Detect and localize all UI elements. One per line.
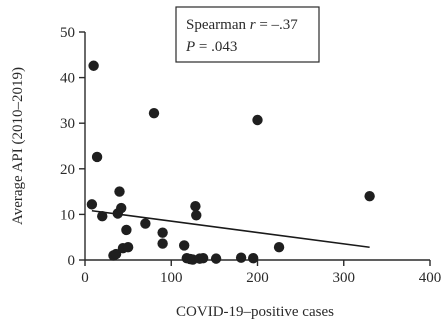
x-tick-label: 200 xyxy=(246,270,269,286)
data-point xyxy=(178,240,190,251)
spearman-r: r xyxy=(250,17,256,33)
y-axis: 0 10 20 30 40 50 xyxy=(60,25,86,269)
data-point xyxy=(252,114,263,126)
x-axis-title: COVID-19–positive cases xyxy=(176,304,334,320)
data-point xyxy=(122,242,134,253)
x-tick-label: 300 xyxy=(333,270,356,286)
data-point xyxy=(140,218,151,229)
data-points xyxy=(86,60,375,265)
regression-line xyxy=(91,209,370,249)
fit-line-group xyxy=(91,209,370,249)
y-tick-label: 10 xyxy=(60,207,75,223)
x-tick-label: 0 xyxy=(81,270,89,286)
x-axis: 0 100 200 300 400 xyxy=(81,259,441,286)
spearman-text: Spearman r = –.37 xyxy=(186,17,298,33)
x-ticks: 0 100 200 300 400 xyxy=(81,260,441,286)
p-value-text: P = .043 xyxy=(185,39,237,55)
x-tick-label: 400 xyxy=(419,270,442,286)
data-point xyxy=(235,252,247,263)
data-point xyxy=(190,200,201,212)
data-point xyxy=(364,190,375,202)
data-point xyxy=(191,210,202,221)
data-point xyxy=(86,199,98,210)
p-value: = .043 xyxy=(195,39,237,55)
y-tick-label: 40 xyxy=(60,71,75,87)
data-point xyxy=(148,107,160,119)
y-tick-label: 30 xyxy=(60,116,75,132)
data-point xyxy=(110,248,122,260)
y-axis-title: Average API (2010–2019) xyxy=(10,67,26,225)
data-point xyxy=(197,252,209,264)
data-point xyxy=(247,252,259,264)
data-point xyxy=(97,211,108,222)
p-label: P xyxy=(185,39,195,55)
y-ticks: 0 10 20 30 40 50 xyxy=(60,25,85,269)
stats-box xyxy=(175,6,320,63)
data-point xyxy=(157,238,168,249)
y-tick-label: 0 xyxy=(68,253,76,269)
data-point xyxy=(88,60,99,71)
spearman-prefix: Spearman xyxy=(186,17,250,33)
spearman-value: = –.37 xyxy=(256,17,299,33)
y-tick-label: 20 xyxy=(60,162,75,178)
y-tick-label: 50 xyxy=(60,25,75,41)
data-point xyxy=(273,242,285,253)
data-point xyxy=(210,253,222,264)
data-point xyxy=(121,224,132,236)
x-tick-label: 100 xyxy=(160,270,183,286)
data-point xyxy=(157,227,168,238)
data-point xyxy=(116,202,127,214)
data-point xyxy=(114,186,125,197)
stats-annotation: Spearman r = –.37 P = .043 xyxy=(175,6,320,63)
data-point xyxy=(91,151,103,163)
